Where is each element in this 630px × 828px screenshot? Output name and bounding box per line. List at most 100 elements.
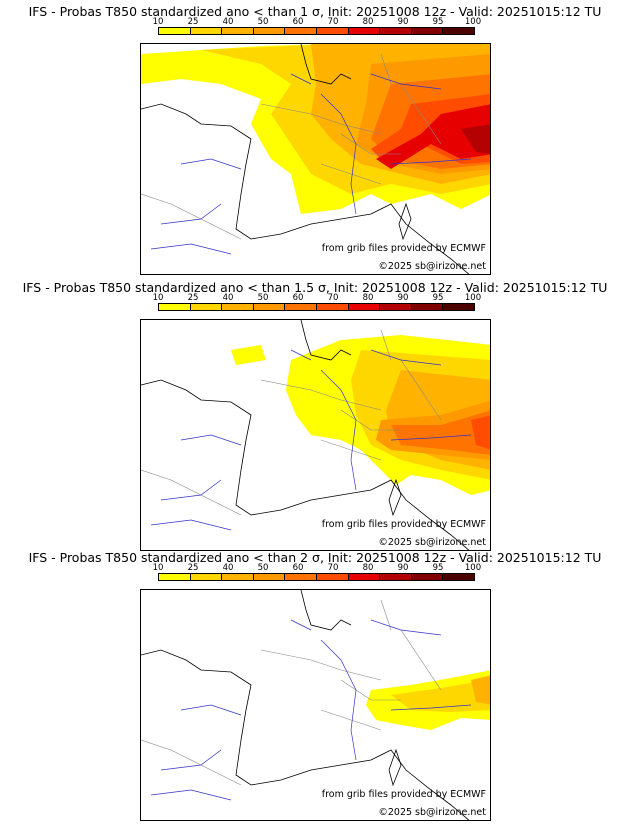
prob-zone-70 xyxy=(471,415,490,450)
colorbar-segment xyxy=(190,574,223,580)
colorbar-segment xyxy=(316,28,349,34)
border-line xyxy=(141,329,442,516)
colorbar-label: 80 xyxy=(362,17,374,27)
panel-2-colorbar-labels: 10 25 40 50 60 70 80 90 95 100 xyxy=(152,293,482,303)
colorbar-label: 50 xyxy=(257,293,269,303)
panel-3-colorbar-labels: 10 25 40 50 60 70 80 90 95 100 xyxy=(152,563,482,573)
panel-1-colorbar-labels: 10 25 40 50 60 70 80 90 95 100 xyxy=(152,17,482,27)
panel-1-source-credit: from grib files provided by ECMWF xyxy=(321,243,486,254)
colorbar-label: 60 xyxy=(292,293,304,303)
colorbar-segment xyxy=(443,28,474,34)
colorbar-segment xyxy=(222,28,254,34)
colorbar-segment xyxy=(348,28,381,34)
panel-1-colorbar xyxy=(158,27,475,35)
panel-1-map: from grib files provided by ECMWF ©2025 … xyxy=(140,43,491,275)
panel-1: IFS - Probas T850 standardized ano < tha… xyxy=(0,0,630,276)
colorbar-label: 95 xyxy=(432,563,444,573)
colorbar-segment xyxy=(222,574,254,580)
colorbar-label: 95 xyxy=(432,293,444,303)
panel-2-map: from grib files provided by ECMWF ©2025 … xyxy=(140,319,491,551)
coastline xyxy=(300,590,352,631)
colorbar-label: 40 xyxy=(222,563,234,573)
colorbar-segment xyxy=(159,28,191,34)
colorbar-label: 70 xyxy=(327,17,339,27)
colorbar-segment xyxy=(285,28,317,34)
prob-zone-25 xyxy=(391,680,490,712)
colorbar-label: 70 xyxy=(327,563,339,573)
colorbar-segment xyxy=(443,304,474,310)
colorbar-segment xyxy=(380,304,412,310)
prob-zone-60 xyxy=(391,410,490,455)
colorbar-label: 95 xyxy=(432,17,444,27)
coastline xyxy=(141,649,470,820)
panel-3: IFS - Probas T850 standardized ano < tha… xyxy=(0,546,630,828)
colorbar-label: 60 xyxy=(292,563,304,573)
coastline xyxy=(141,103,470,274)
colorbar-label: 10 xyxy=(152,563,164,573)
river-line xyxy=(150,619,472,801)
coastline xyxy=(398,202,412,241)
panel-2-map-svg xyxy=(141,320,490,550)
prob-zone-10 xyxy=(231,345,266,365)
coastline xyxy=(141,379,470,550)
colorbar-label: 40 xyxy=(222,17,234,27)
panel-3-copyright: ©2025 sb@irizone.net xyxy=(378,807,486,818)
colorbar-label: 10 xyxy=(152,17,164,27)
colorbar-segment xyxy=(253,574,286,580)
river-line xyxy=(150,349,472,531)
border-line xyxy=(141,599,442,786)
colorbar-segment xyxy=(443,574,474,580)
colorbar-segment xyxy=(285,574,317,580)
colorbar-segment xyxy=(348,304,381,310)
panel-3-map: from grib files provided by ECMWF ©2025 … xyxy=(140,589,491,821)
colorbar-segment xyxy=(380,28,412,34)
colorbar-segment xyxy=(253,28,286,34)
colorbar-segment xyxy=(348,574,381,580)
colorbar-segment xyxy=(159,574,191,580)
colorbar-segment xyxy=(316,574,349,580)
coastline xyxy=(388,478,402,517)
panel-2: IFS - Probas T850 standardized ano < tha… xyxy=(0,276,630,551)
panel-3-colorbar xyxy=(158,573,475,581)
colorbar-label: 80 xyxy=(362,563,374,573)
panel-3-map-svg xyxy=(141,590,490,820)
colorbar-label: 90 xyxy=(397,17,409,27)
coastline xyxy=(300,44,352,85)
prob-zone-80 xyxy=(376,104,490,169)
colorbar-segment xyxy=(411,304,444,310)
colorbar-segment xyxy=(411,28,444,34)
panel-2-copyright: ©2025 sb@irizone.net xyxy=(378,537,486,548)
colorbar-label: 25 xyxy=(187,17,199,27)
colorbar-label: 90 xyxy=(397,293,409,303)
colorbar-label: 90 xyxy=(397,563,409,573)
colorbar-segment xyxy=(253,304,286,310)
panel-1-map-svg xyxy=(141,44,490,274)
colorbar-label: 100 xyxy=(464,563,482,573)
panel-3-source-credit: from grib files provided by ECMWF xyxy=(321,789,486,800)
colorbar-label: 50 xyxy=(257,17,269,27)
colorbar-label: 25 xyxy=(187,293,199,303)
border-line xyxy=(141,53,442,240)
colorbar-label: 40 xyxy=(222,293,234,303)
coastline xyxy=(300,320,352,361)
colorbar-segment xyxy=(190,28,223,34)
colorbar-label: 25 xyxy=(187,563,199,573)
prob-zone-90 xyxy=(461,124,490,154)
panel-3-title: IFS - Probas T850 standardized ano < tha… xyxy=(28,550,602,565)
colorbar-label: 10 xyxy=(152,293,164,303)
colorbar-label: 100 xyxy=(464,293,482,303)
panel-2-source-credit: from grib files provided by ECMWF xyxy=(321,519,486,530)
colorbar-segment xyxy=(222,304,254,310)
colorbar-segment xyxy=(316,304,349,310)
panel-1-title: IFS - Probas T850 standardized ano < tha… xyxy=(28,4,602,19)
colorbar-segment xyxy=(411,574,444,580)
colorbar-label: 70 xyxy=(327,293,339,303)
colorbar-segment xyxy=(190,304,223,310)
panel-1-copyright: ©2025 sb@irizone.net xyxy=(378,261,486,272)
prob-zone-40 xyxy=(471,675,490,705)
coastline xyxy=(388,748,402,787)
colorbar-segment xyxy=(380,574,412,580)
colorbar-label: 50 xyxy=(257,563,269,573)
colorbar-segment xyxy=(285,304,317,310)
colorbar-segment xyxy=(159,304,191,310)
